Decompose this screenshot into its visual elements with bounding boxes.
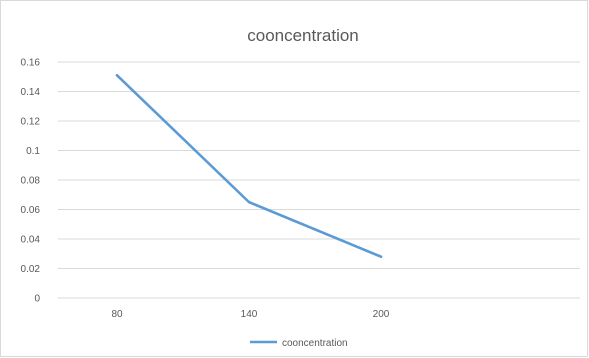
legend: cooncentration	[250, 338, 348, 349]
chart-title: cooncentration	[247, 26, 359, 45]
x-tick-label: 80	[111, 309, 123, 320]
legend-label: cooncentration	[282, 338, 348, 349]
y-tick-label: 0.12	[21, 117, 41, 128]
series-layer	[115, 73, 383, 259]
data-point	[247, 200, 251, 204]
y-tick-label: 0.1	[26, 146, 40, 157]
y-tick-label: 0.04	[21, 235, 41, 246]
gridlines	[58, 61, 580, 299]
y-tick-label: 0.08	[21, 176, 41, 187]
y-tick-label: 0.14	[21, 87, 41, 98]
x-tick-label: 140	[241, 309, 258, 320]
series-line	[115, 73, 383, 259]
y-tick-label: 0.16	[21, 58, 41, 69]
y-tick-label: 0.02	[21, 264, 41, 275]
x-tick-label: 200	[373, 309, 390, 320]
data-point	[379, 255, 383, 258]
y-tick-label: 0.06	[21, 205, 41, 216]
y-axis-ticks: 0 0.02 0.04 0.06 0.08 0.1 0.12 0.14 0.16	[21, 58, 41, 305]
data-point	[115, 74, 119, 77]
x-axis-ticks: 80 140 200	[111, 309, 389, 320]
y-tick-label: 0	[34, 294, 40, 305]
